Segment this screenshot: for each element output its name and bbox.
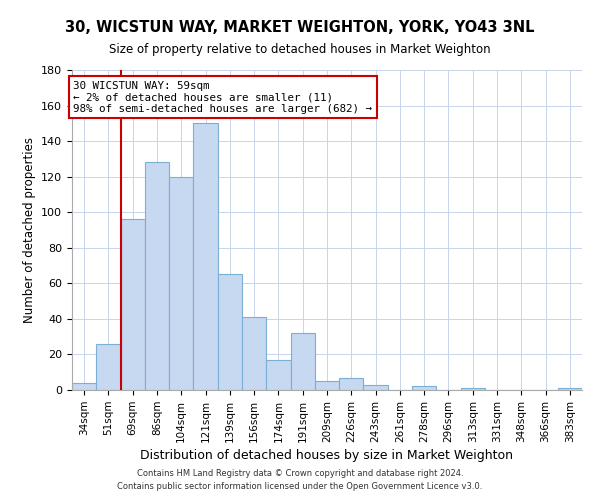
Bar [461, 388, 485, 390]
Text: 30, WICSTUN WAY, MARKET WEIGHTON, YORK, YO43 3NL: 30, WICSTUN WAY, MARKET WEIGHTON, YORK, … [65, 20, 535, 35]
Bar [315, 381, 339, 390]
Text: 30 WICSTUN WAY: 59sqm
← 2% of detached houses are smaller (11)
98% of semi-detac: 30 WICSTUN WAY: 59sqm ← 2% of detached h… [73, 80, 372, 114]
Bar [72, 383, 96, 390]
Bar [121, 220, 145, 390]
Text: Contains HM Land Registry data © Crown copyright and database right 2024.: Contains HM Land Registry data © Crown c… [137, 468, 463, 477]
Bar [242, 317, 266, 390]
Y-axis label: Number of detached properties: Number of detached properties [23, 137, 35, 323]
Bar [339, 378, 364, 390]
Bar [266, 360, 290, 390]
X-axis label: Distribution of detached houses by size in Market Weighton: Distribution of detached houses by size … [140, 449, 514, 462]
Bar [290, 333, 315, 390]
Bar [193, 124, 218, 390]
Bar [412, 386, 436, 390]
Bar [218, 274, 242, 390]
Bar [169, 176, 193, 390]
Bar [145, 162, 169, 390]
Text: Contains public sector information licensed under the Open Government Licence v3: Contains public sector information licen… [118, 482, 482, 491]
Bar [558, 388, 582, 390]
Bar [364, 384, 388, 390]
Text: Size of property relative to detached houses in Market Weighton: Size of property relative to detached ho… [109, 42, 491, 56]
Bar [96, 344, 121, 390]
